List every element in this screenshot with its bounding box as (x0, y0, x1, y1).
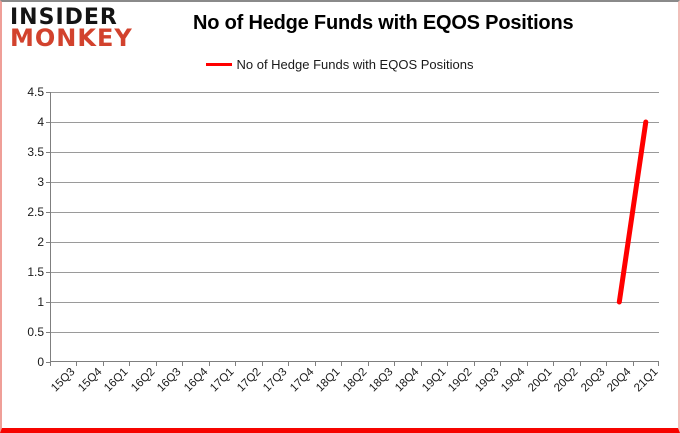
x-axis-tick (102, 362, 104, 366)
x-axis-tick (500, 362, 502, 366)
chart-inner: INSIDER MONKEY No of Hedge Funds with EQ… (2, 2, 678, 428)
logo-monkey-text: MONKEY (10, 24, 133, 52)
x-axis-tick (632, 362, 634, 366)
gridline (50, 242, 659, 243)
y-axis-tick (46, 242, 50, 243)
legend: No of Hedge Funds with EQOS Positions (2, 57, 678, 72)
legend-line-swatch (206, 63, 233, 66)
gridline (50, 272, 659, 273)
y-axis-label: 2 (37, 235, 44, 249)
y-axis-label: 0.5 (27, 325, 44, 339)
y-axis-label: 4.5 (27, 85, 44, 99)
gridline (50, 212, 659, 213)
chart-title: No of Hedge Funds with EQOS Positions (193, 12, 574, 34)
y-axis-tick (46, 152, 50, 153)
x-axis-tick (394, 362, 396, 366)
y-axis-label: 3 (37, 175, 44, 189)
gridline (50, 332, 659, 333)
x-axis-tick (658, 362, 659, 366)
gridline (50, 92, 659, 93)
insider-monkey-logo: INSIDER MONKEY (10, 5, 133, 52)
x-axis-line (50, 361, 659, 362)
x-axis-tick (579, 362, 581, 366)
x-axis-tick (208, 362, 210, 366)
y-axis-label: 4 (37, 115, 44, 129)
x-axis-tick (314, 362, 316, 366)
x-axis-tick (261, 362, 263, 366)
y-axis-tick (46, 182, 50, 183)
gridline (50, 182, 659, 183)
gridline (50, 122, 659, 123)
y-axis-tick (46, 272, 50, 273)
y-axis-line (50, 92, 51, 362)
y-axis-label: 1 (37, 295, 44, 309)
y-axis-tick (46, 92, 50, 93)
x-axis-tick (76, 362, 78, 366)
x-axis-tick (129, 362, 131, 366)
y-axis-tick (46, 332, 50, 333)
x-axis-tick (155, 362, 157, 366)
gridline (50, 152, 659, 153)
y-axis-label: 1.5 (27, 265, 44, 279)
x-axis-labels: 15Q3 15Q4 16Q1 16Q2 16Q3 16Q4 17Q1 17Q2 17Q3 17Q4… (49, 366, 660, 426)
x-axis-tick (606, 362, 608, 366)
x-axis-tick (341, 362, 343, 366)
x-axis-tick (367, 362, 369, 366)
x-axis-tick (288, 362, 290, 366)
y-axis-tick (46, 362, 50, 363)
gridline (50, 302, 659, 303)
y-axis-labels: 0 0.5 1 1.5 2 2.5 3 3.5 4 4.5 (2, 85, 44, 369)
y-axis-tick (46, 122, 50, 123)
x-axis-tick (182, 362, 184, 366)
legend-label: No of Hedge Funds with EQOS Positions (236, 57, 474, 72)
x-axis-tick (447, 362, 449, 366)
y-axis-label: 0 (37, 355, 44, 369)
data-line-svg (616, 119, 649, 305)
x-axis-tick (50, 362, 51, 366)
y-axis-tick (46, 302, 50, 303)
logo-insider-text: INSIDER (10, 5, 118, 30)
x-axis-tick (473, 362, 475, 366)
series-line (616, 119, 649, 305)
plot-area (46, 92, 659, 366)
y-axis-label: 2.5 (27, 205, 44, 219)
y-axis-tick (46, 212, 50, 213)
y-axis-label: 3.5 (27, 145, 44, 159)
x-axis-tick (420, 362, 422, 366)
x-axis-tick (553, 362, 555, 366)
x-axis-tick (235, 362, 237, 366)
x-axis-tick (526, 362, 528, 366)
